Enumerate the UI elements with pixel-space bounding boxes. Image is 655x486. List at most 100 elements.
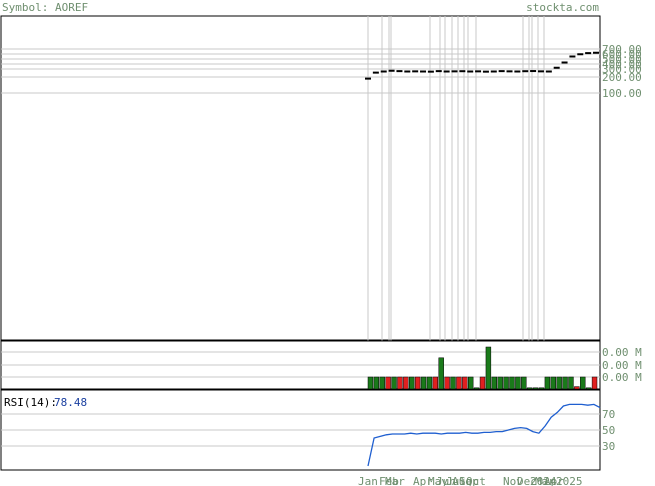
volume-bar	[503, 376, 509, 390]
rsi-panel: 70 50 30 RSI(14): 78.48	[0, 389, 615, 471]
price-frame	[0, 15, 601, 341]
price-tick-label: 600.00	[602, 48, 642, 61]
date-tick-label: 2024	[530, 475, 557, 486]
date-tick-label: 2025	[556, 475, 583, 486]
volume-bar	[379, 376, 385, 390]
volume-bar	[391, 376, 397, 390]
volume-bar	[550, 376, 556, 390]
price-candle	[365, 77, 371, 80]
date-tick-label: Apr	[413, 475, 433, 486]
volume-bar	[538, 387, 545, 390]
volume-bar	[444, 376, 450, 390]
volume-bar	[468, 376, 474, 390]
volume-bar	[462, 376, 468, 390]
date-tick-label: Feb	[379, 475, 399, 486]
volume-bar	[497, 376, 503, 390]
rsi-tick-label: 30	[602, 440, 615, 453]
price-candle	[498, 70, 505, 73]
price-candle	[475, 70, 482, 73]
date-tick-label: Mar	[535, 475, 555, 486]
volume-bar	[526, 387, 533, 390]
price-candle	[388, 69, 395, 72]
volume-bar	[414, 376, 421, 390]
volume-bar	[485, 346, 492, 390]
volume-bar	[403, 376, 409, 390]
volume-tick-label: 0.00 M	[602, 346, 642, 359]
volume-bar	[367, 376, 374, 390]
volume-bar	[562, 376, 568, 390]
rsi-line	[367, 403, 601, 467]
price-candle	[467, 70, 474, 73]
price-candle	[427, 70, 434, 73]
price-series	[365, 51, 599, 80]
price-candle	[593, 51, 599, 54]
price-tick-label: 300.00	[602, 63, 642, 76]
date-tick-label: Dec	[517, 475, 537, 486]
date-tick-label: May	[428, 475, 448, 486]
price-tick-label: 100.00	[602, 87, 642, 100]
volume-axis: 0.00 M0.00 M0.00 M	[602, 346, 642, 384]
rsi-label: RSI(14):	[4, 396, 57, 409]
rsi-axis: 70 50 30	[602, 408, 615, 453]
price-candle	[435, 70, 442, 73]
volume-bar	[373, 376, 380, 390]
volume-bar	[568, 376, 574, 390]
volume-bar	[473, 387, 480, 390]
date-tick-label: Jan	[358, 475, 378, 486]
volume-bar	[450, 376, 456, 390]
date-tick-label: Jun	[436, 475, 456, 486]
rsi-value: 78.48	[54, 396, 87, 409]
rsi-tick-label: 50	[602, 424, 615, 437]
price-candle	[459, 70, 466, 73]
price-candle	[443, 70, 450, 73]
volume-bar	[479, 376, 486, 390]
price-candle	[412, 70, 419, 73]
volume-bar	[574, 386, 580, 390]
rsi-tick-label: 70	[602, 408, 615, 421]
price-candle	[506, 70, 513, 73]
price-tick-label: 500.00	[602, 53, 642, 66]
price-candle	[585, 52, 592, 55]
volume-bar	[580, 376, 586, 390]
price-candle	[396, 70, 403, 73]
date-tick-label: Apr	[544, 475, 564, 486]
price-candle	[451, 70, 458, 73]
price-tick-label: 200.00	[602, 71, 642, 84]
volume-bar	[585, 387, 592, 390]
price-candle	[420, 70, 427, 73]
site-link[interactable]: stockta.com	[526, 1, 599, 14]
price-gridlines	[1, 48, 600, 94]
volume-bar	[556, 376, 562, 390]
date-tick-label: Sep	[459, 475, 479, 486]
price-candle	[514, 70, 521, 73]
date-tick-label: Aug	[452, 475, 472, 486]
volume-bar	[409, 376, 415, 390]
volume-panel: 0.00 M0.00 M0.00 M	[0, 340, 642, 390]
volume-bar	[544, 376, 551, 390]
volume-bar	[521, 376, 527, 390]
price-tick-label: 700.00	[602, 43, 642, 56]
symbol-label: Symbol: AOREF	[2, 1, 88, 14]
price-candle	[545, 70, 552, 73]
price-candle	[490, 70, 497, 73]
volume-bar	[456, 376, 462, 390]
volume-bar	[532, 387, 539, 390]
price-candle	[537, 70, 544, 73]
rsi-gridlines	[1, 413, 600, 447]
volume-bar	[438, 357, 444, 390]
volume-bar	[491, 376, 497, 390]
price-candle	[482, 70, 489, 73]
volume-bar	[591, 376, 598, 390]
price-candle	[522, 70, 529, 73]
volume-bar	[385, 376, 391, 390]
price-candle	[577, 53, 584, 56]
volume-bar	[426, 376, 433, 390]
date-tick-label: Oct	[466, 475, 486, 486]
date-tick-label: Mar	[385, 475, 405, 486]
volume-bar	[420, 376, 427, 390]
date-tick-label: Jul	[446, 475, 466, 486]
price-candle	[530, 70, 537, 73]
